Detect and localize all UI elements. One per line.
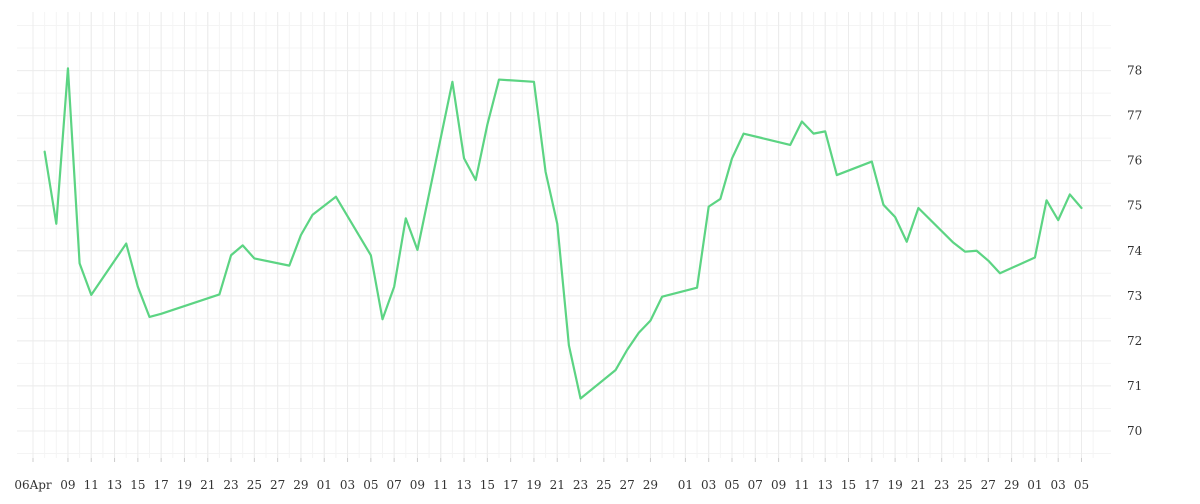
x-tick-label: 09 [60, 478, 75, 492]
x-tick-label: 27 [270, 478, 285, 492]
series-layer [45, 68, 1082, 398]
x-tick-label: 13 [818, 478, 833, 492]
x-tick-label: 03 [340, 478, 355, 492]
x-tick-label: 21 [911, 478, 926, 492]
x-tick-label: 13 [456, 478, 471, 492]
x-tick-label: 27 [620, 478, 635, 492]
x-tick-label: 25 [247, 478, 262, 492]
x-tick-label: 09 [771, 478, 786, 492]
x-tick-label: 23 [223, 478, 238, 492]
x-tick-label: 01 [1027, 478, 1042, 492]
x-tick-label: 09 [410, 478, 425, 492]
y-tick-label: 71 [1127, 379, 1142, 393]
x-tick-label: 03 [701, 478, 716, 492]
x-tick-label: 01 [678, 478, 693, 492]
x-tick-label: 11 [84, 478, 99, 492]
x-tick-label: 19 [177, 478, 192, 492]
x-tick-label: 11 [794, 478, 809, 492]
x-tick-label: 19 [526, 478, 541, 492]
x-tick-label: 05 [724, 478, 739, 492]
x-tick-label: 19 [887, 478, 902, 492]
x-tick-label: 05 [363, 478, 378, 492]
x-tick-label: 23 [934, 478, 949, 492]
x-tick-label: 03 [1051, 478, 1066, 492]
y-tick-label: 73 [1127, 289, 1142, 303]
y-tick-label: 72 [1127, 334, 1142, 348]
x-tick-label: 17 [503, 478, 518, 492]
x-tick-label: 15 [480, 478, 495, 492]
x-tick-label: 01 [317, 478, 332, 492]
x-tick-label: 27 [981, 478, 996, 492]
x-tick-label: 29 [1004, 478, 1019, 492]
x-tick-label: 29 [293, 478, 308, 492]
x-tick-label: 21 [550, 478, 565, 492]
x-tick-label: 05 [1074, 478, 1089, 492]
x-tick-label: 15 [841, 478, 856, 492]
y-tick-label: 75 [1127, 199, 1142, 213]
x-tick-label: 11 [433, 478, 448, 492]
x-tick-label: 06Apr [14, 478, 52, 492]
x-tick-label: 21 [200, 478, 215, 492]
x-tick-label: 25 [596, 478, 611, 492]
y-tick-label: 76 [1127, 154, 1142, 168]
x-tick-label: 07 [748, 478, 763, 492]
x-tick-label: 23 [573, 478, 588, 492]
x-tick-label: 25 [957, 478, 972, 492]
x-tick-label: 15 [130, 478, 145, 492]
y-tick-label: 74 [1127, 244, 1143, 258]
y-tick-label: 77 [1127, 109, 1142, 123]
x-tick-label: 07 [387, 478, 402, 492]
y-tick-label: 78 [1127, 64, 1142, 78]
y-axis: 70 71 72 73 74 75 76 77 78 [1127, 64, 1143, 438]
x-axis: 06Apr 09 11 13 15 17 19 21 23 25 27 29 01 03 05 07 09 11 1… [14, 458, 1089, 492]
x-tick-label: 17 [154, 478, 169, 492]
x-tick-label: 29 [643, 478, 658, 492]
y-tick-label: 70 [1127, 424, 1142, 438]
series-line [45, 68, 1082, 398]
x-tick-label: 17 [864, 478, 879, 492]
x-tick-label: 13 [107, 478, 122, 492]
